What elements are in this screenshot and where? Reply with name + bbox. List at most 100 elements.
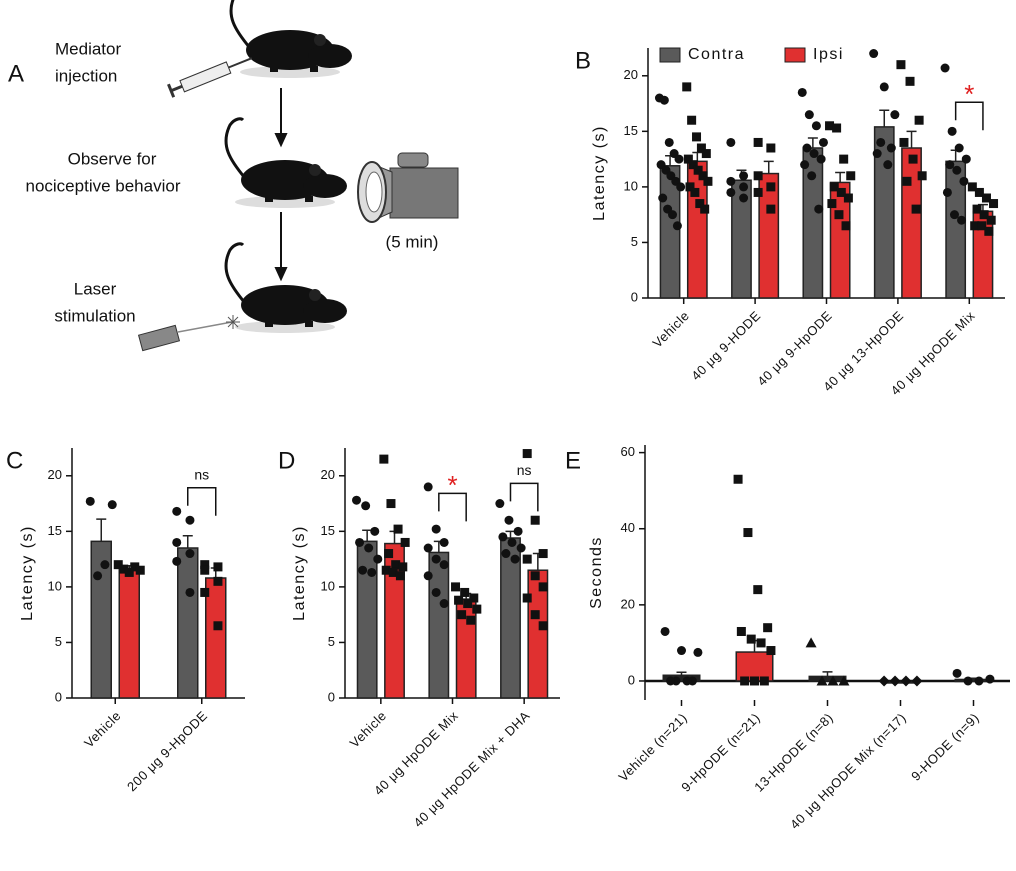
data-point	[107, 500, 117, 510]
error-bar	[822, 671, 833, 677]
data-point	[914, 115, 924, 125]
arrows	[274, 88, 288, 282]
data-point	[839, 154, 849, 164]
data-point	[391, 560, 401, 570]
y-tick-label: 15	[321, 523, 335, 538]
data-point	[213, 621, 223, 631]
y-tick-label: 0	[55, 689, 62, 704]
data-point	[816, 675, 828, 686]
error-bar	[96, 518, 107, 542]
data-point	[805, 637, 817, 648]
data-point	[970, 221, 980, 231]
data-point	[538, 549, 548, 559]
data-point	[878, 675, 890, 687]
y-tick-label: 5	[631, 234, 638, 249]
significance-bracket	[509, 482, 539, 512]
data-point	[726, 187, 736, 197]
data-point	[522, 449, 532, 459]
data-point	[498, 532, 508, 542]
data-point	[753, 585, 763, 595]
data-point	[472, 604, 482, 614]
data-point	[700, 204, 710, 214]
data-point	[979, 210, 989, 220]
data-point	[753, 171, 763, 181]
data-point	[538, 621, 548, 631]
data-point	[974, 187, 984, 197]
rat	[224, 242, 349, 335]
data-point	[495, 499, 505, 509]
data-point	[685, 182, 695, 192]
data-point	[963, 676, 973, 686]
data-point	[908, 154, 918, 164]
data-point	[753, 187, 763, 197]
data-point	[668, 210, 678, 220]
step-label: injection	[55, 66, 117, 85]
data-point	[954, 143, 964, 153]
y-axis-label: Latency (s)	[291, 525, 308, 621]
data-point	[947, 126, 957, 136]
panel-letter: E	[565, 447, 581, 474]
data-point	[682, 676, 692, 686]
x-tick-label: 40 μg 9-HpODE	[754, 308, 835, 389]
data-point	[693, 165, 703, 175]
data-point	[736, 626, 746, 636]
data-point	[386, 499, 396, 509]
error-bar	[807, 137, 818, 148]
y-tick-label: 10	[624, 178, 638, 193]
y-axis-label: Latency (s)	[591, 125, 608, 221]
data-point	[172, 537, 182, 547]
x-tick-label: 13-HpODE (n=8)	[751, 710, 836, 795]
data-point	[538, 582, 548, 592]
data-point	[185, 549, 195, 559]
data-point	[692, 132, 702, 142]
data-point	[696, 143, 706, 153]
data-point	[952, 165, 962, 175]
bar	[118, 568, 140, 699]
data-point	[809, 149, 819, 159]
data-point	[827, 199, 837, 209]
data-point	[985, 674, 995, 684]
data-point	[797, 87, 807, 97]
data-point	[439, 560, 449, 570]
data-point	[660, 626, 670, 636]
data-point	[522, 554, 532, 564]
significance-bracket	[187, 487, 217, 516]
data-point	[804, 110, 814, 120]
panel-letter: C	[6, 447, 23, 474]
y-tick-label: 0	[628, 672, 635, 687]
x-tick-label: Vehicle (n=21)	[615, 710, 690, 785]
error-bar	[835, 171, 846, 183]
data-point	[902, 176, 912, 186]
error-bar	[906, 130, 917, 148]
data-point	[766, 182, 776, 192]
data-point	[423, 543, 433, 553]
data-point	[522, 593, 532, 603]
laser	[137, 315, 240, 352]
data-point	[674, 154, 684, 164]
data-point	[664, 137, 674, 147]
data-point	[119, 564, 129, 574]
data-point	[384, 549, 394, 559]
data-point	[911, 204, 921, 214]
y-tick-label: 20	[621, 596, 635, 611]
legend-label: Contra	[688, 46, 745, 63]
data-point	[200, 560, 210, 570]
data-point	[676, 182, 686, 192]
data-point	[395, 571, 405, 581]
data-point	[869, 49, 879, 59]
data-point	[504, 515, 514, 525]
data-point	[879, 82, 889, 92]
data-point	[766, 204, 776, 214]
data-point	[961, 154, 971, 164]
panel-letter: B	[575, 47, 591, 74]
data-point	[516, 543, 526, 553]
data-point	[984, 226, 994, 236]
y-axis-label: Latency (s)	[19, 525, 36, 621]
data-point	[827, 675, 839, 686]
step-label: Mediator	[55, 39, 121, 58]
data-point	[172, 556, 182, 566]
data-point	[959, 176, 969, 186]
data-point	[85, 496, 95, 506]
data-point	[393, 524, 403, 534]
